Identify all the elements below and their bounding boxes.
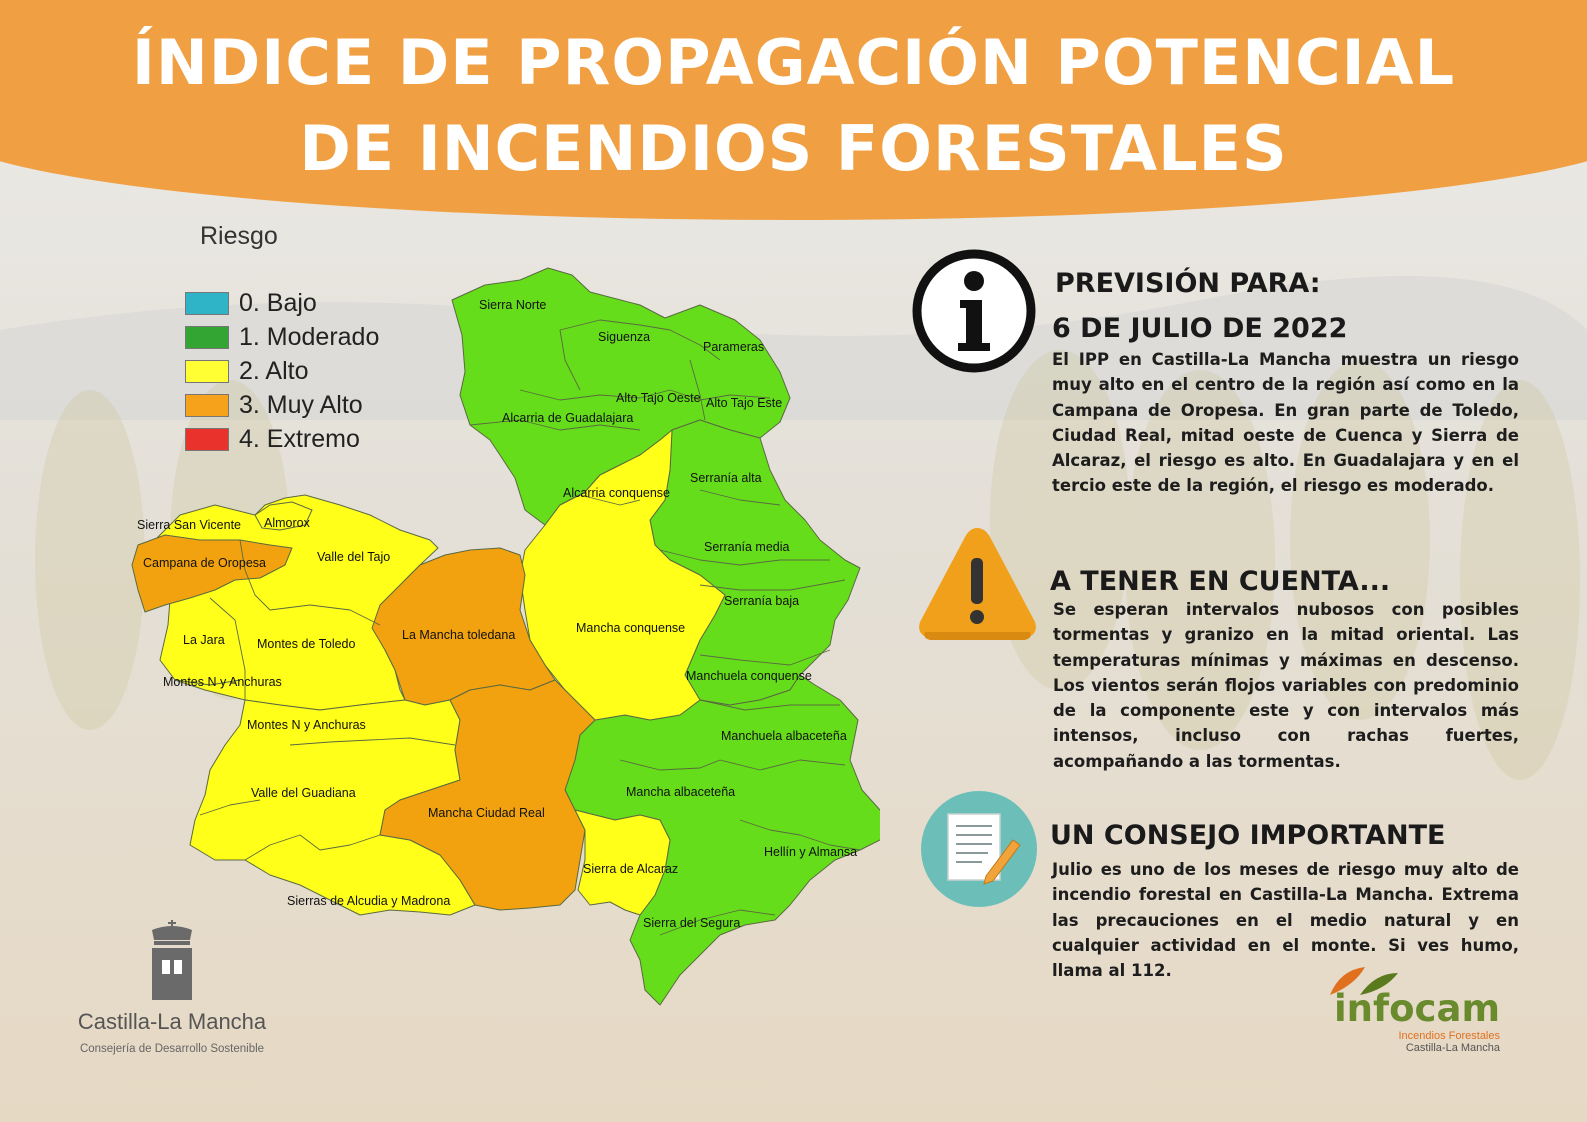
region-campana-oropesa — [131, 534, 293, 613]
region-label: Parameras — [703, 340, 764, 354]
region-label: Sierras de Alcudia y Madrona — [287, 894, 450, 908]
legend-label: 3. Muy Alto — [239, 391, 363, 419]
legend-swatch — [185, 394, 229, 417]
region-label: Serranía baja — [724, 594, 799, 608]
region-label: Alcarria conquense — [563, 486, 670, 500]
region-almorox — [254, 501, 313, 531]
infocam-subtitle-1: Incendios Forestales — [1398, 1030, 1501, 1042]
region-label: La Mancha toledana — [402, 628, 515, 642]
forecast-date: 6 DE JULIO DE 2022 — [1052, 313, 1348, 344]
region-label: Mancha conquense — [576, 621, 685, 635]
region-label: Manchuela albaceteña — [721, 729, 847, 743]
region-label: Alcarria de Guadalajara — [502, 411, 633, 425]
title-banner — [0, 0, 1587, 220]
region-label: Montes de Toledo — [257, 637, 355, 651]
region-label: Sierra del Segura — [643, 916, 740, 930]
region-label: Serranía alta — [690, 471, 762, 485]
region-label: Alto Tajo Oeste — [616, 391, 701, 405]
legend-label: 0. Bajo — [239, 289, 317, 317]
leaf-icon — [1330, 967, 1398, 995]
notice-text: Se esperan intervalos nubosos con posibl… — [1053, 600, 1519, 771]
region-label: Alto Tajo Este — [706, 396, 782, 410]
region-label: Almorox — [264, 516, 311, 530]
region-label: Valle del Guadiana — [251, 786, 356, 800]
legend-swatch — [185, 428, 229, 451]
region-sierra-alcaraz — [574, 809, 671, 916]
castilla-la-mancha-logo: Castilla-La Mancha Consejería de Desarro… — [72, 920, 272, 1055]
warning-icon — [919, 528, 1036, 640]
advice-text: Julio es uno de los meses de riesgo muy … — [1052, 860, 1519, 981]
legend-label: 1. Moderado — [239, 323, 380, 351]
region-label: Montes N y Anchuras — [247, 718, 366, 732]
advice-heading: UN CONSEJO IMPORTANTE — [1050, 820, 1446, 851]
region-label: Sierra Norte — [479, 298, 546, 312]
legend-swatch — [185, 292, 229, 315]
region-label: Valle del Tajo — [317, 550, 390, 564]
notice-heading: A TENER EN CUENTA... — [1050, 566, 1391, 597]
clm-name: Castilla-La Mancha — [77, 1009, 267, 1034]
risk-map: Sierra Norte Siguenza Parameras Alto Taj… — [131, 267, 880, 1006]
legend-swatch — [185, 326, 229, 349]
infocam-subtitle-2: Castilla-La Mancha — [1405, 1042, 1500, 1054]
page-title: ÍNDICE DE PROPAGACIÓN POTENCIAL DE INCEN… — [0, 20, 1587, 192]
title-line-2: DE INCENDIOS FORESTALES — [299, 112, 1288, 185]
title-line-1: ÍNDICE DE PROPAGACIÓN POTENCIAL — [131, 26, 1456, 99]
region-mancha-ciudad-real — [379, 679, 596, 911]
region-label: Manchuela conquense — [686, 669, 812, 683]
crown-castle-emblem-icon — [152, 920, 192, 1000]
clm-subtitle: Consejería de Desarrollo Sostenible — [79, 1043, 265, 1055]
forecast-heading: PREVISIÓN PARA: — [1055, 268, 1321, 299]
legend-item-moderado: 1. Moderado — [185, 323, 379, 352]
document-icon — [921, 791, 1037, 907]
infocam-logo: infocam Incendios Forestales Castilla-La… — [1320, 965, 1500, 1054]
region-label: Serranía media — [704, 540, 790, 554]
region-label: Mancha Ciudad Real — [428, 806, 545, 820]
region-label: Siguenza — [598, 330, 650, 344]
info-icon — [912, 249, 1036, 373]
region-label: Campana de Oropesa — [143, 556, 266, 570]
forecast-text: El IPP en Castilla-La Mancha muestra un … — [1052, 350, 1519, 496]
legend-label: 2. Alto — [239, 357, 309, 385]
legend-title: Riesgo — [200, 222, 278, 250]
region-label: Montes N y Anchuras — [163, 675, 282, 689]
legend-swatch — [185, 360, 229, 383]
region-label: Sierra San Vicente — [137, 518, 241, 532]
region-label: Hellín y Almansa — [764, 845, 857, 859]
legend-item-extremo: 4. Extremo — [185, 425, 360, 454]
region-label: La Jara — [183, 633, 225, 647]
legend-item-alto: 2. Alto — [185, 357, 309, 386]
legend-label: 4. Extremo — [239, 425, 360, 453]
region-label: Sierra de Alcaraz — [583, 862, 678, 876]
legend-item-muy-alto: 3. Muy Alto — [185, 391, 363, 420]
region-label: Mancha albaceteña — [626, 785, 735, 799]
legend-item-bajo: 0. Bajo — [185, 289, 317, 318]
